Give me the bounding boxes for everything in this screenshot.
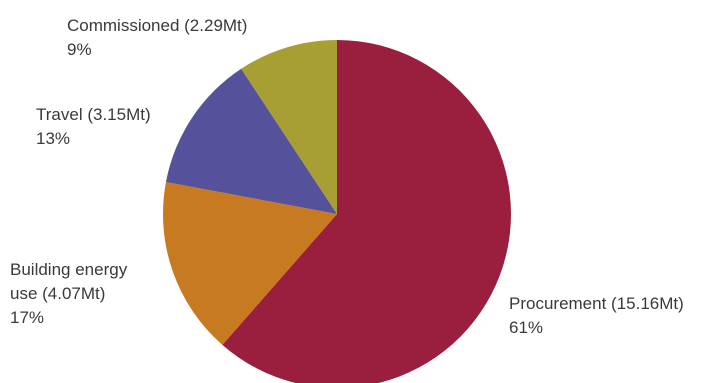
label-building-energy: Building energy use (4.07Mt) 17% <box>10 258 127 330</box>
label-commissioned: Commissioned (2.29Mt) 9% <box>67 14 247 62</box>
pie-slice-procurement <box>222 40 511 383</box>
label-travel: Travel (3.15Mt) 13% <box>36 103 151 151</box>
label-commissioned-name: Commissioned (2.29Mt) <box>67 16 248 35</box>
pie-slice-building-energy <box>163 181 337 345</box>
label-procurement: Procurement (15.16Mt) 61% <box>509 292 684 340</box>
pie-slice-travel <box>165 68 337 215</box>
label-procurement-percent: 61% <box>509 318 544 337</box>
label-travel-name: Travel (3.15Mt) <box>36 105 151 124</box>
label-building-energy-name-line1: Building energy <box>10 260 128 279</box>
label-travel-percent: 13% <box>36 129 71 148</box>
label-procurement-name: Procurement (15.16Mt) <box>509 294 684 313</box>
label-building-energy-percent: 17% <box>10 308 45 327</box>
label-building-energy-name-line2: use (4.07Mt) <box>10 284 106 303</box>
label-commissioned-percent: 9% <box>67 40 92 59</box>
pie-slice-commissioned <box>241 40 337 214</box>
